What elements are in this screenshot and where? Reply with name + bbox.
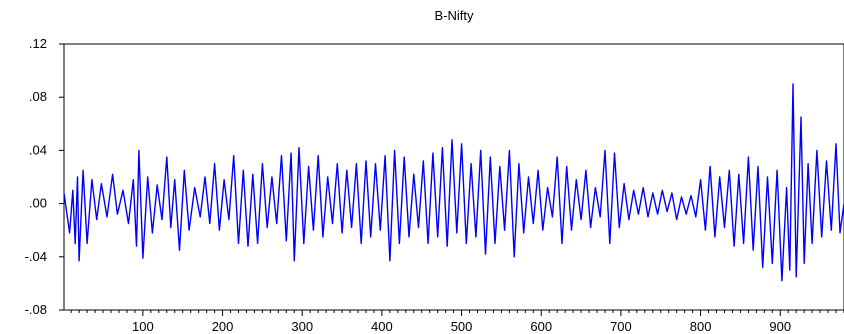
x-tick-label: 700 <box>610 319 632 334</box>
x-tick-label: 500 <box>451 319 473 334</box>
y-tick-label: .12 <box>29 36 47 51</box>
y-axis: .12 .08 .04 .00 -.04 -.08 <box>25 36 64 317</box>
y-tick-label: .08 <box>29 89 47 104</box>
x-tick-label: 800 <box>690 319 712 334</box>
x-tick-label: 200 <box>212 319 234 334</box>
y-tick-label: .04 <box>29 142 47 157</box>
y-tick-label: -.04 <box>25 249 47 264</box>
y-tick-label: -.08 <box>25 302 47 317</box>
x-tick-label: 400 <box>371 319 393 334</box>
x-tick-label: 600 <box>530 319 552 334</box>
x-tick-label: 100 <box>132 319 154 334</box>
x-tick-label: 900 <box>769 319 791 334</box>
x-axis: 100 200 300 400 500 600 700 800 900 <box>70 310 844 334</box>
chart-title: B-Nifty <box>435 8 475 23</box>
y-tick-label: .00 <box>29 196 47 211</box>
series-line <box>63 83 844 282</box>
x-tick-label: 300 <box>291 319 313 334</box>
series-group <box>63 83 844 282</box>
